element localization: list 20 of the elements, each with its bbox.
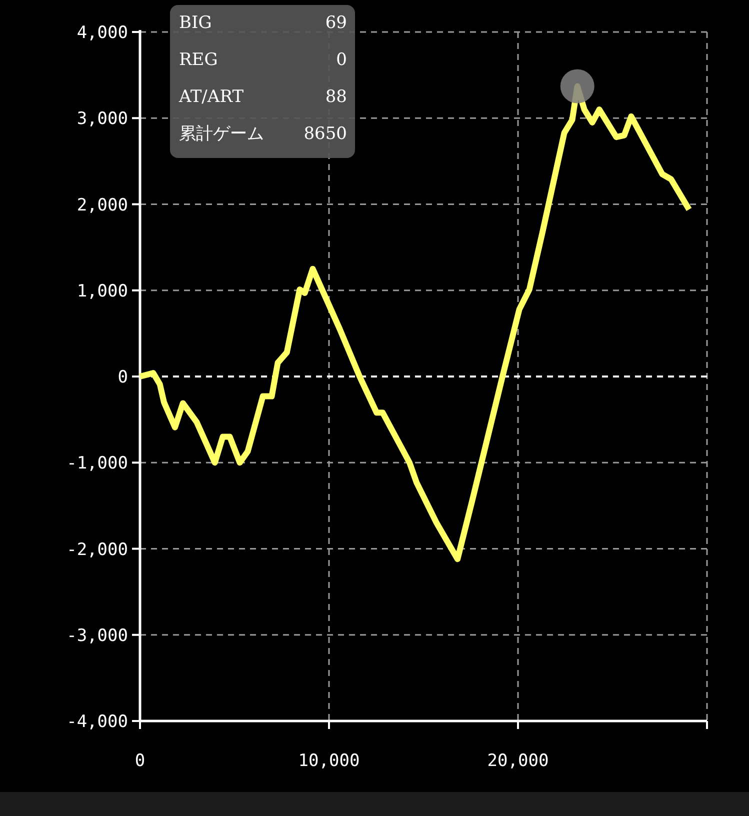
y-tick-label: 2,000 (76, 195, 128, 216)
y-tick-label: -4,000 (66, 712, 128, 732)
annotation: 累計ゲーム (179, 124, 264, 144)
y-tick-label: -2,000 (66, 540, 128, 560)
annotation: 8650 (304, 124, 347, 144)
y-tick-label: 1,000 (76, 281, 128, 302)
y-tick-label: 4,000 (76, 23, 128, 43)
annotation: 88 (325, 87, 347, 107)
y-tick-label: -1,000 (66, 454, 128, 474)
annotation: 0 (336, 50, 347, 70)
annotation: AT/ART (178, 87, 244, 107)
y-tick-label: 3,000 (76, 109, 128, 130)
x-tick-label: 0 (134, 751, 146, 771)
annotation: 69 (325, 13, 347, 33)
annotation: REG (179, 50, 218, 70)
y-tick-label: 0 (118, 368, 128, 388)
x-tick-label: 20,000 (487, 751, 549, 771)
y-tick-label: -3,000 (66, 626, 128, 646)
annotation: BIG (179, 13, 212, 33)
x-tick-label: 10,000 (298, 751, 360, 771)
